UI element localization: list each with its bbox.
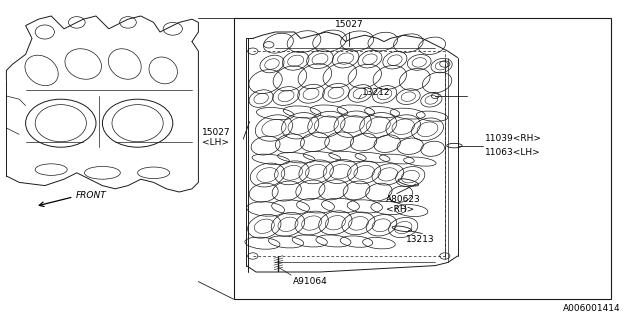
Text: A91064: A91064 [293, 277, 328, 286]
Text: A80623
<RH>: A80623 <RH> [386, 195, 420, 214]
Text: A006001414: A006001414 [563, 304, 621, 313]
Text: 15027: 15027 [335, 20, 363, 29]
Text: 11063<LH>: 11063<LH> [485, 148, 541, 157]
Text: FRONT: FRONT [76, 191, 106, 200]
Bar [234, 18, 611, 299]
Text: 11039<RH>: 11039<RH> [485, 134, 542, 143]
Text: 13213: 13213 [406, 235, 435, 244]
Text: 13212: 13212 [362, 88, 390, 97]
Text: 15027
<LH>: 15027 <LH> [202, 128, 230, 147]
